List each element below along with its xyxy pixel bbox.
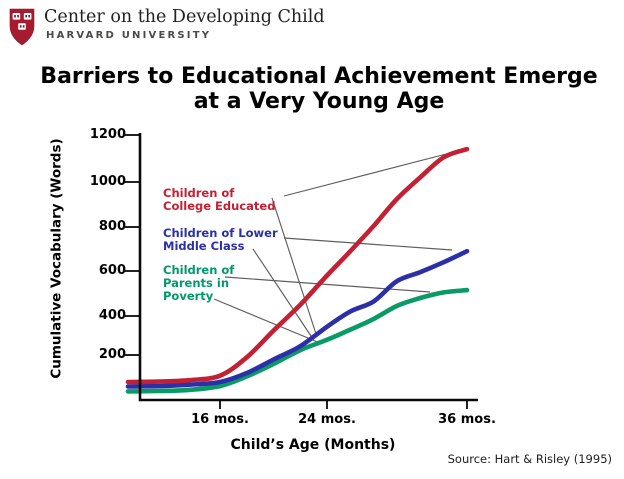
x-tick-label: 36 mos. <box>438 412 496 427</box>
x-tick-marks <box>219 401 468 409</box>
y-tick-label: 400 <box>98 308 126 323</box>
curve-children-of-parents-in-poverty <box>125 287 470 394</box>
y-tick-marks <box>125 134 139 356</box>
source-citation: Source: Hart & Risley (1995) <box>447 452 612 466</box>
slide-title: Barriers to Educational Achievement Emer… <box>14 64 624 114</box>
y-tick-label: 600 <box>98 263 126 278</box>
y-tick-label: 200 <box>98 347 126 362</box>
y-tick-label: 1200 <box>89 127 126 142</box>
series-label-parents-in-poverty: Children of Parents in Poverty <box>163 263 235 303</box>
x-tick-label: 16 mos. <box>191 412 249 427</box>
university-name: HARVARD UNIVERSITY <box>46 30 212 41</box>
org-name: Center on the Developing Child <box>44 7 325 27</box>
title-line-2: at a Very Young Age <box>193 89 445 114</box>
y-tick-label: 800 <box>98 219 126 234</box>
x-tick-label: 24 mos. <box>298 412 356 427</box>
title-line-1: Barriers to Educational Achievement Emer… <box>40 64 598 89</box>
x-axis-label: Child’s Age (Months) <box>230 437 396 453</box>
series-label-lower-middle-class: Children of Lower Middle Class <box>163 226 278 253</box>
y-axis-label: Cumulative Vocabulary (Words) <box>48 138 65 379</box>
y-tick-label: 1000 <box>89 174 126 189</box>
series-label-college-educated: Children of College Educated <box>163 186 276 213</box>
harvard-shield-logo <box>9 8 35 46</box>
